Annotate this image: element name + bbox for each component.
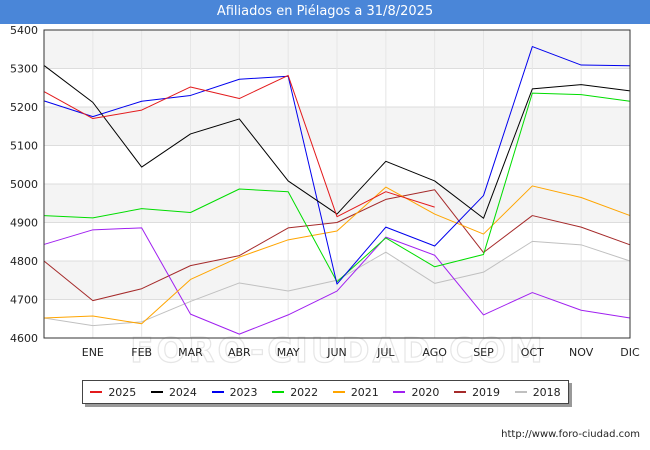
y-tick-label: 5300 <box>10 63 38 76</box>
y-tick-label: 4700 <box>10 294 38 307</box>
legend-label: 2022 <box>290 385 319 399</box>
series-line-2020 <box>43 227 631 335</box>
series-line-2022 <box>43 92 631 283</box>
legend-swatch <box>150 391 163 393</box>
legend-swatch <box>90 391 103 393</box>
x-tick-label: OCT <box>521 346 544 359</box>
legend-swatch <box>454 391 467 393</box>
legend-swatch <box>514 391 527 393</box>
y-tick-label: 5000 <box>10 178 38 191</box>
series-line-2023 <box>43 46 631 285</box>
x-tick-label: ABR <box>228 346 251 359</box>
plot-border <box>43 29 631 339</box>
legend-label: 2018 <box>532 385 561 399</box>
y-tick-label: 4600 <box>10 332 38 345</box>
y-tick-label: 5400 <box>10 24 38 37</box>
legend-item-2021: 2021 <box>332 385 379 399</box>
legend-swatch <box>272 391 285 393</box>
x-tick-label: ENE <box>82 346 104 359</box>
x-tick-label: MAY <box>277 346 300 359</box>
x-tick-label: DIC <box>620 346 640 359</box>
series-line-2021 <box>43 185 631 325</box>
watermark-text: FORO-CIUDAD.COM <box>130 331 546 371</box>
chart-legend: 2025 2024 2023 2022 2021 2020 2019 2018 <box>82 380 569 404</box>
x-tick-label: JUL <box>376 346 395 359</box>
x-tick-label: NOV <box>569 346 594 359</box>
series-line-2018 <box>43 240 631 327</box>
y-tick-label: 5100 <box>10 140 38 153</box>
x-tick-label: FEB <box>131 346 152 359</box>
legend-item-2025: 2025 <box>90 386 136 399</box>
legend-swatch <box>393 391 406 393</box>
legend-item-2023: 2023 <box>211 385 258 399</box>
legend-item-2024: 2024 <box>150 385 197 399</box>
legend-label: 2025 <box>108 385 137 399</box>
chart-title: Afiliados en Piélagos a 31/8/2025 <box>0 0 650 24</box>
legend-item-2020: 2020 <box>393 386 439 399</box>
legend-item-2019: 2019 <box>454 386 500 399</box>
series-lines <box>43 46 631 335</box>
y-tick-label: 4900 <box>10 217 38 230</box>
y-tick-labels: 4600 4700 4800 4900 5000 5100 5200 5300 5400 <box>10 24 38 345</box>
x-tick-label: AGO <box>422 346 447 359</box>
legend-item-2018: 2018 <box>514 385 561 399</box>
series-line-2025 <box>43 74 435 218</box>
legend-swatch <box>211 391 224 393</box>
series-line-2024 <box>43 65 631 219</box>
legend-swatch <box>332 391 345 393</box>
legend-label: 2020 <box>411 385 440 399</box>
source-url[interactable]: http://www.foro-ciudad.com <box>501 429 640 440</box>
x-tick-label: MAR <box>178 346 203 359</box>
x-tick-label: JUN <box>326 346 347 359</box>
x-tick-label: SEP <box>473 346 494 359</box>
legend-label: 2019 <box>472 385 501 399</box>
legend-label: 2023 <box>229 385 258 399</box>
x-tick-labels: ENE FEB MAR ABR MAY JUN JUL AGO SEP OCT NOV DIC <box>82 346 640 359</box>
y-tick-label: 5200 <box>10 101 38 114</box>
y-tick-label: 4800 <box>10 255 38 268</box>
legend-label: 2021 <box>350 385 379 399</box>
legend-label: 2024 <box>168 385 197 399</box>
legend-item-2022: 2022 <box>272 386 318 399</box>
series-line-2019 <box>43 189 631 302</box>
